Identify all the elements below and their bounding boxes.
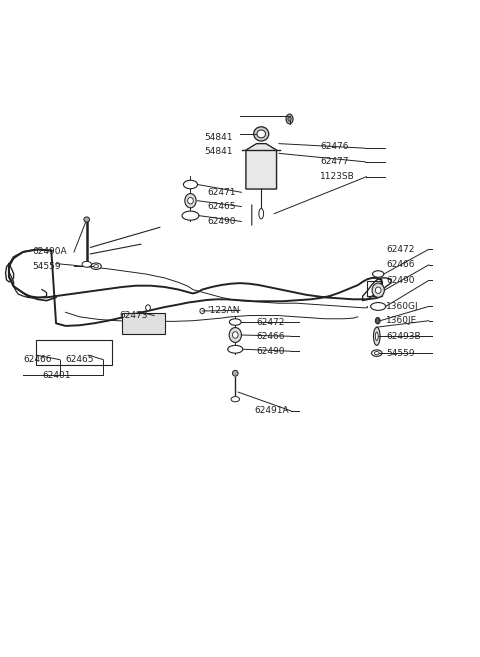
Text: 62490A: 62490A	[33, 248, 67, 256]
Polygon shape	[246, 144, 276, 189]
Ellipse shape	[257, 130, 265, 138]
Ellipse shape	[253, 127, 269, 141]
Ellipse shape	[185, 194, 196, 208]
Text: 54841: 54841	[204, 133, 233, 142]
Text: 62491A: 62491A	[254, 407, 289, 415]
Text: 54559: 54559	[386, 349, 415, 357]
Ellipse shape	[231, 397, 240, 402]
Bar	[122, 313, 165, 334]
Text: 62490: 62490	[207, 217, 236, 226]
Text: 54559: 54559	[33, 262, 61, 271]
Ellipse shape	[374, 351, 379, 355]
Ellipse shape	[182, 211, 199, 220]
Ellipse shape	[375, 317, 380, 324]
Ellipse shape	[228, 346, 243, 353]
Text: 1360JE: 1360JE	[386, 316, 418, 325]
Ellipse shape	[232, 332, 238, 338]
Text: 62465: 62465	[65, 355, 94, 364]
Text: '123AN: '123AN	[207, 306, 240, 315]
Bar	[36, 340, 112, 365]
Ellipse shape	[188, 198, 193, 204]
Ellipse shape	[373, 327, 380, 346]
Ellipse shape	[375, 287, 381, 294]
Ellipse shape	[375, 332, 378, 340]
Text: 62493B: 62493B	[386, 332, 421, 341]
Ellipse shape	[288, 117, 291, 122]
Ellipse shape	[259, 208, 264, 219]
Text: 62472: 62472	[256, 317, 285, 327]
Text: 1123SB: 1123SB	[320, 171, 355, 181]
Text: 62401: 62401	[42, 371, 71, 380]
Text: 62476: 62476	[320, 143, 348, 151]
Text: 62477: 62477	[320, 156, 348, 166]
Text: 62466: 62466	[386, 260, 415, 269]
Text: 62473: 62473	[120, 311, 148, 320]
Text: 62466: 62466	[256, 332, 285, 341]
Ellipse shape	[232, 371, 238, 376]
Ellipse shape	[82, 261, 91, 267]
Text: 1360GJ: 1360GJ	[386, 302, 419, 311]
Ellipse shape	[372, 283, 384, 298]
Ellipse shape	[183, 180, 198, 189]
Text: 62471: 62471	[207, 188, 236, 197]
Text: 62490: 62490	[256, 347, 285, 355]
Ellipse shape	[372, 271, 384, 277]
Text: 54841: 54841	[204, 147, 233, 156]
Text: 62472: 62472	[386, 245, 415, 254]
Text: 62466: 62466	[23, 355, 51, 364]
Ellipse shape	[91, 263, 101, 269]
Ellipse shape	[94, 265, 98, 268]
Ellipse shape	[371, 303, 386, 310]
Text: 62465: 62465	[207, 202, 236, 211]
Ellipse shape	[229, 328, 241, 342]
Text: 62490: 62490	[386, 276, 415, 285]
Ellipse shape	[229, 319, 241, 325]
Ellipse shape	[145, 305, 150, 311]
Ellipse shape	[372, 350, 382, 356]
Ellipse shape	[84, 217, 90, 222]
Ellipse shape	[200, 308, 204, 313]
Ellipse shape	[286, 114, 293, 124]
